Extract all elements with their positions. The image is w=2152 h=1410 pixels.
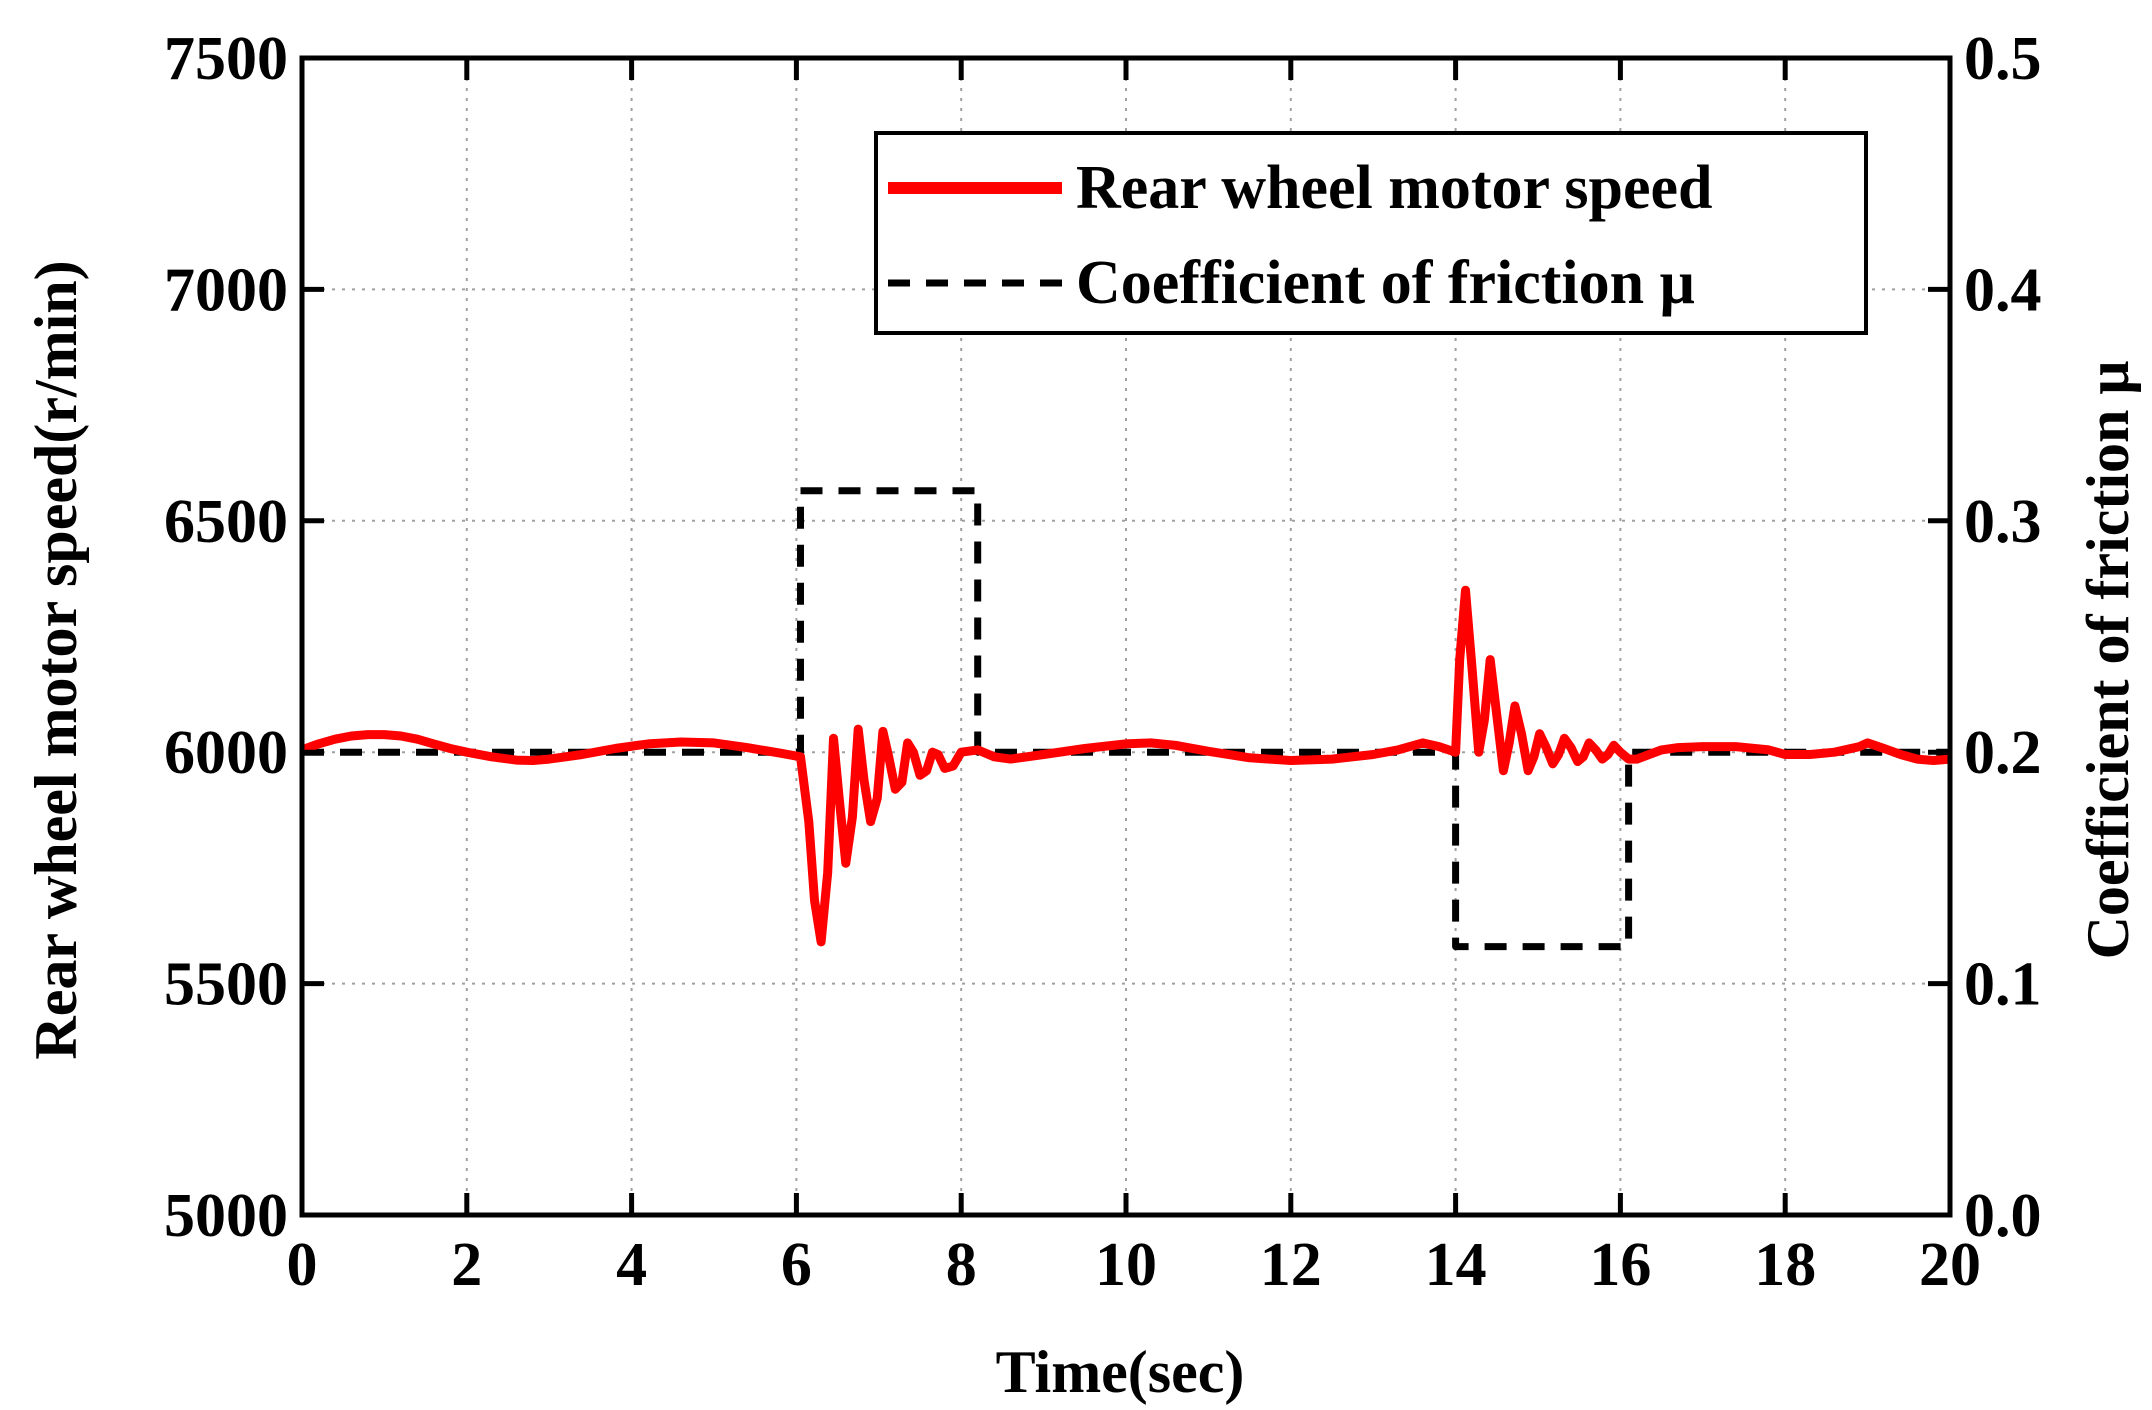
tick-labels: 0 2 4 6 8 10 12 14 16 18 20 5000 5500 6000 6500 7000 750… xyxy=(164,25,2042,1299)
left-y-tick-label-6000: 6000 xyxy=(164,719,288,787)
right-y-tick-label-0.3: 0.3 xyxy=(1964,488,2042,556)
legend-box xyxy=(874,131,1868,335)
left-y-tick-label-7500: 7500 xyxy=(164,25,288,93)
axis-ticks xyxy=(299,55,1953,1218)
right-y-tick-label-0.1: 0.1 xyxy=(1964,951,2042,1019)
left-y-tick-label-6500: 6500 xyxy=(164,488,288,556)
x-tick-label-18: 18 xyxy=(1754,1231,1816,1299)
left-y-tick-label-7000: 7000 xyxy=(164,256,288,324)
x-tick-label-8: 8 xyxy=(946,1231,977,1299)
x-tick-label-0: 0 xyxy=(287,1231,318,1299)
left-y-axis-title: Rear wheel motor speed(r/min) xyxy=(23,260,89,1059)
left-y-tick-label-5500: 5500 xyxy=(164,951,288,1019)
x-tick-label-4: 4 xyxy=(616,1231,647,1299)
right-y-tick-label-0.2: 0.2 xyxy=(1964,719,2042,787)
legend-label-friction: Coefficient of friction μ xyxy=(1076,249,1695,317)
series-line-friction-coefficient xyxy=(302,487,1950,951)
legend-label-motor-speed: Rear wheel motor speed xyxy=(1076,154,1713,222)
legend: Rear wheel motor speed Coefficient of fr… xyxy=(874,131,1868,335)
right-y-axis-title: Coefficient of friction μ xyxy=(2075,361,2141,960)
x-tick-label-6: 6 xyxy=(781,1231,812,1299)
right-y-tick-label-0.4: 0.4 xyxy=(1964,256,2042,324)
x-tick-label-10: 10 xyxy=(1095,1231,1157,1299)
x-tick-label-2: 2 xyxy=(451,1231,482,1299)
series-layer xyxy=(300,487,1951,951)
right-y-tick-label-0.0: 0.0 xyxy=(1964,1182,2042,1250)
x-tick-label-20: 20 xyxy=(1919,1231,1981,1299)
left-y-tick-label-5000: 5000 xyxy=(164,1182,288,1250)
x-tick-label-16: 16 xyxy=(1589,1231,1651,1299)
x-tick-label-14: 14 xyxy=(1425,1231,1487,1299)
series-line-motor-speed xyxy=(300,585,1951,947)
x-tick-label-12: 12 xyxy=(1260,1231,1322,1299)
right-y-tick-label-0.5: 0.5 xyxy=(1964,25,2042,93)
x-axis-title: Time(sec) xyxy=(996,1339,1245,1405)
